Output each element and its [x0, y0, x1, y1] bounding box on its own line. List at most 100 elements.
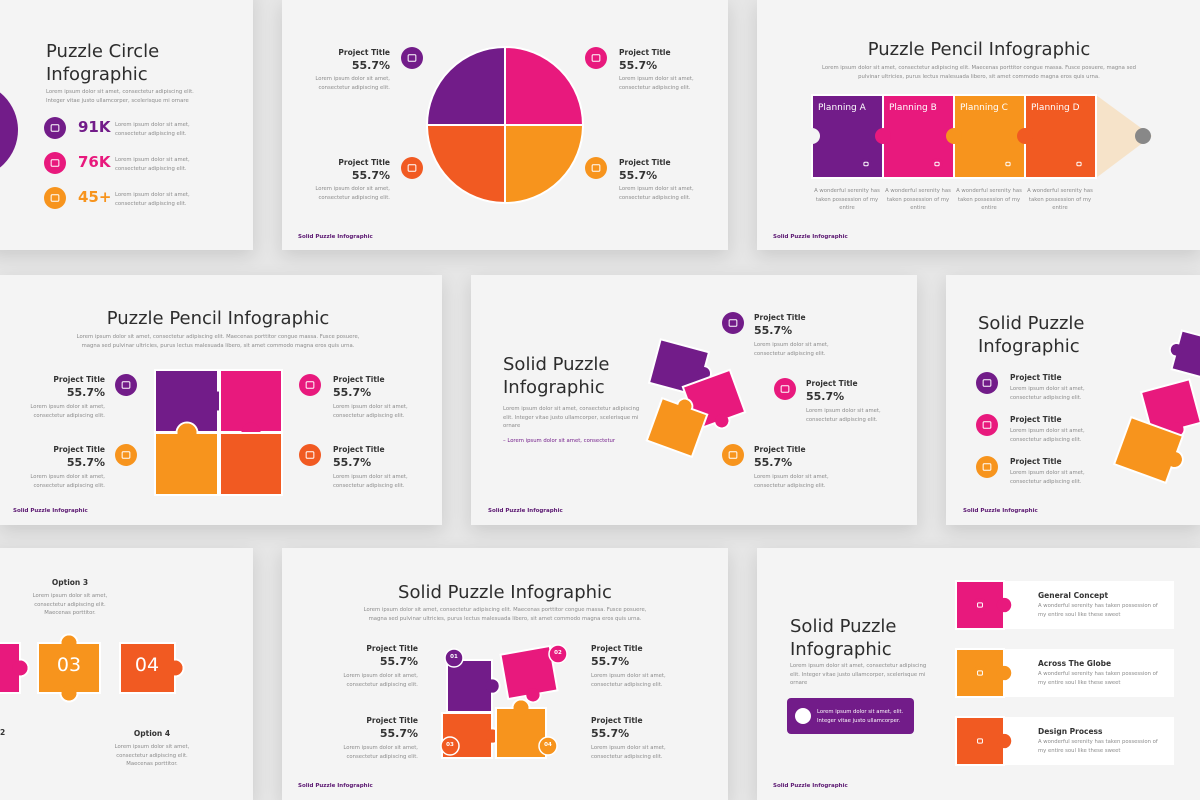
icon-badge: [722, 312, 744, 334]
number-badge: [444, 648, 464, 668]
text: Solid Puzzle Infographic: [298, 783, 373, 789]
pencil-tip: [1096, 95, 1152, 178]
title: Puzzle Pencil Infographic: [867, 39, 1091, 60]
text: 55.7%: [806, 390, 845, 403]
title: Puzzle Circle Infographic: [46, 41, 160, 85]
slide: Solid Puzzle Infographic Lorem ipsum dolo…: [282, 548, 728, 800]
text: Lorem ipsum dolor sit amet, consectetur …: [30, 474, 105, 489]
text: Lorem ipsum dolor sit amet, consectetur …: [591, 673, 666, 688]
icon-badge: [299, 374, 321, 396]
text: 55.7%: [333, 386, 372, 399]
piece-part: [996, 597, 1012, 613]
knob: [946, 128, 962, 144]
icon-badge: [115, 374, 137, 396]
pencil-lead: [1135, 128, 1151, 144]
icon: [407, 54, 417, 62]
text: Lorem ipsum dolor sit amet, consectetur …: [115, 157, 190, 172]
text: Project Title: [1010, 457, 1062, 466]
icon-badge: [976, 456, 998, 478]
text: Project Title: [333, 375, 385, 384]
slide: Puzzle Pencil Infographic Lorem ipsum dol…: [757, 0, 1200, 250]
piece-part: [219, 432, 283, 496]
piece-part: [12, 660, 28, 676]
knob: [875, 128, 891, 144]
puzzle-piece: [0, 642, 30, 694]
callout-icon: [795, 708, 811, 724]
piece-part: [1166, 451, 1182, 467]
text: Lorem ipsum dolor sit amet, consectetur …: [790, 663, 927, 686]
slide-graphics: [440, 644, 568, 759]
text: Solid Puzzle Infographic: [773, 234, 848, 240]
text: Solid Puzzle Infographic: [773, 783, 848, 789]
title: Solid Puzzle Infographic: [978, 313, 1085, 357]
text: 04: [544, 742, 552, 748]
slide-graphics: [115, 369, 321, 496]
icon: [977, 602, 983, 608]
text: Project Title: [333, 445, 385, 454]
title: Solid Puzzle Infographic: [503, 354, 610, 398]
slide: Puzzle Pencil Infographic Lorem ipsum dol…: [0, 275, 442, 525]
icon: [305, 381, 315, 389]
text: 45+: [78, 188, 112, 206]
piece-part: [678, 399, 692, 414]
piece-part: [715, 413, 729, 428]
text: 55.7%: [351, 59, 390, 72]
icon-badge: [585, 47, 607, 69]
text: Solid Puzzle Infographic: [298, 234, 373, 240]
text: A wonderful serenity has taken possessio…: [885, 188, 951, 211]
icon-badge: [401, 47, 423, 69]
icon: [863, 161, 869, 167]
text: Project Title: [1010, 415, 1062, 424]
text: Lorem ipsum dolor sit amet, consectetur …: [822, 65, 1136, 80]
puzzle-piece: [119, 642, 185, 694]
puzzle-piece: [219, 369, 283, 444]
text: 04: [134, 654, 160, 676]
icon-badge: [115, 444, 137, 466]
text: Lorem ipsum dolor sit amet, consectetur …: [115, 192, 190, 207]
piece-part: [177, 423, 197, 443]
text: Project Title: [591, 644, 643, 653]
piece-part: [61, 685, 77, 701]
text: 55.7%: [379, 727, 418, 740]
icon-badge: [976, 372, 998, 394]
text: Lorem ipsum dolor sit amet, consectetur …: [115, 122, 190, 137]
number-badge: [538, 736, 558, 756]
piece-part: [167, 660, 183, 676]
text: – Lorem ipsum dolor sit amet, consectetu…: [503, 438, 616, 444]
text: Design Process: [1038, 727, 1103, 736]
icon: [50, 194, 60, 202]
icon-badge: [299, 444, 321, 466]
text: General Concept: [1038, 591, 1109, 600]
icon-badge: [722, 444, 744, 466]
puzzle-piece: [446, 659, 501, 713]
puzzle-piece: [499, 644, 559, 704]
slide: 2 03 04 Option 3 Lorem ipsum dolor sit amet,…: [0, 548, 253, 800]
text: Project Title: [591, 716, 643, 725]
text: 55.7%: [591, 727, 630, 740]
icon: [982, 379, 992, 387]
row-card: [1004, 717, 1174, 765]
row-card: [1004, 649, 1174, 697]
icon: [1005, 161, 1011, 167]
puzzle-circle: [0, 92, 18, 168]
number-badge: [440, 736, 460, 756]
text: 55.7%: [754, 456, 793, 469]
text: 01: [450, 654, 458, 660]
text: Planning B: [889, 103, 937, 113]
icon-badge: [973, 598, 987, 612]
icon: [1076, 161, 1082, 167]
icon: [934, 161, 940, 167]
text: Lorem ipsum dolor sit amet, consectetur …: [363, 607, 647, 622]
piece-part: [696, 366, 710, 381]
puzzle-piece: [647, 338, 712, 397]
text: Solid Puzzle Infographic: [963, 508, 1038, 514]
text: Project Title: [338, 48, 390, 57]
text: Planning C: [960, 103, 1008, 113]
circle-piece: [504, 124, 585, 205]
text: Project Title: [53, 445, 105, 454]
text: Lorem ipsum dolor sit amet, elit. Intege…: [817, 709, 904, 724]
text: Lorem ipsum dolor sit amet, consectetur …: [1010, 470, 1085, 485]
text: Project Title: [366, 644, 418, 653]
slide-graphics: [0, 92, 66, 209]
